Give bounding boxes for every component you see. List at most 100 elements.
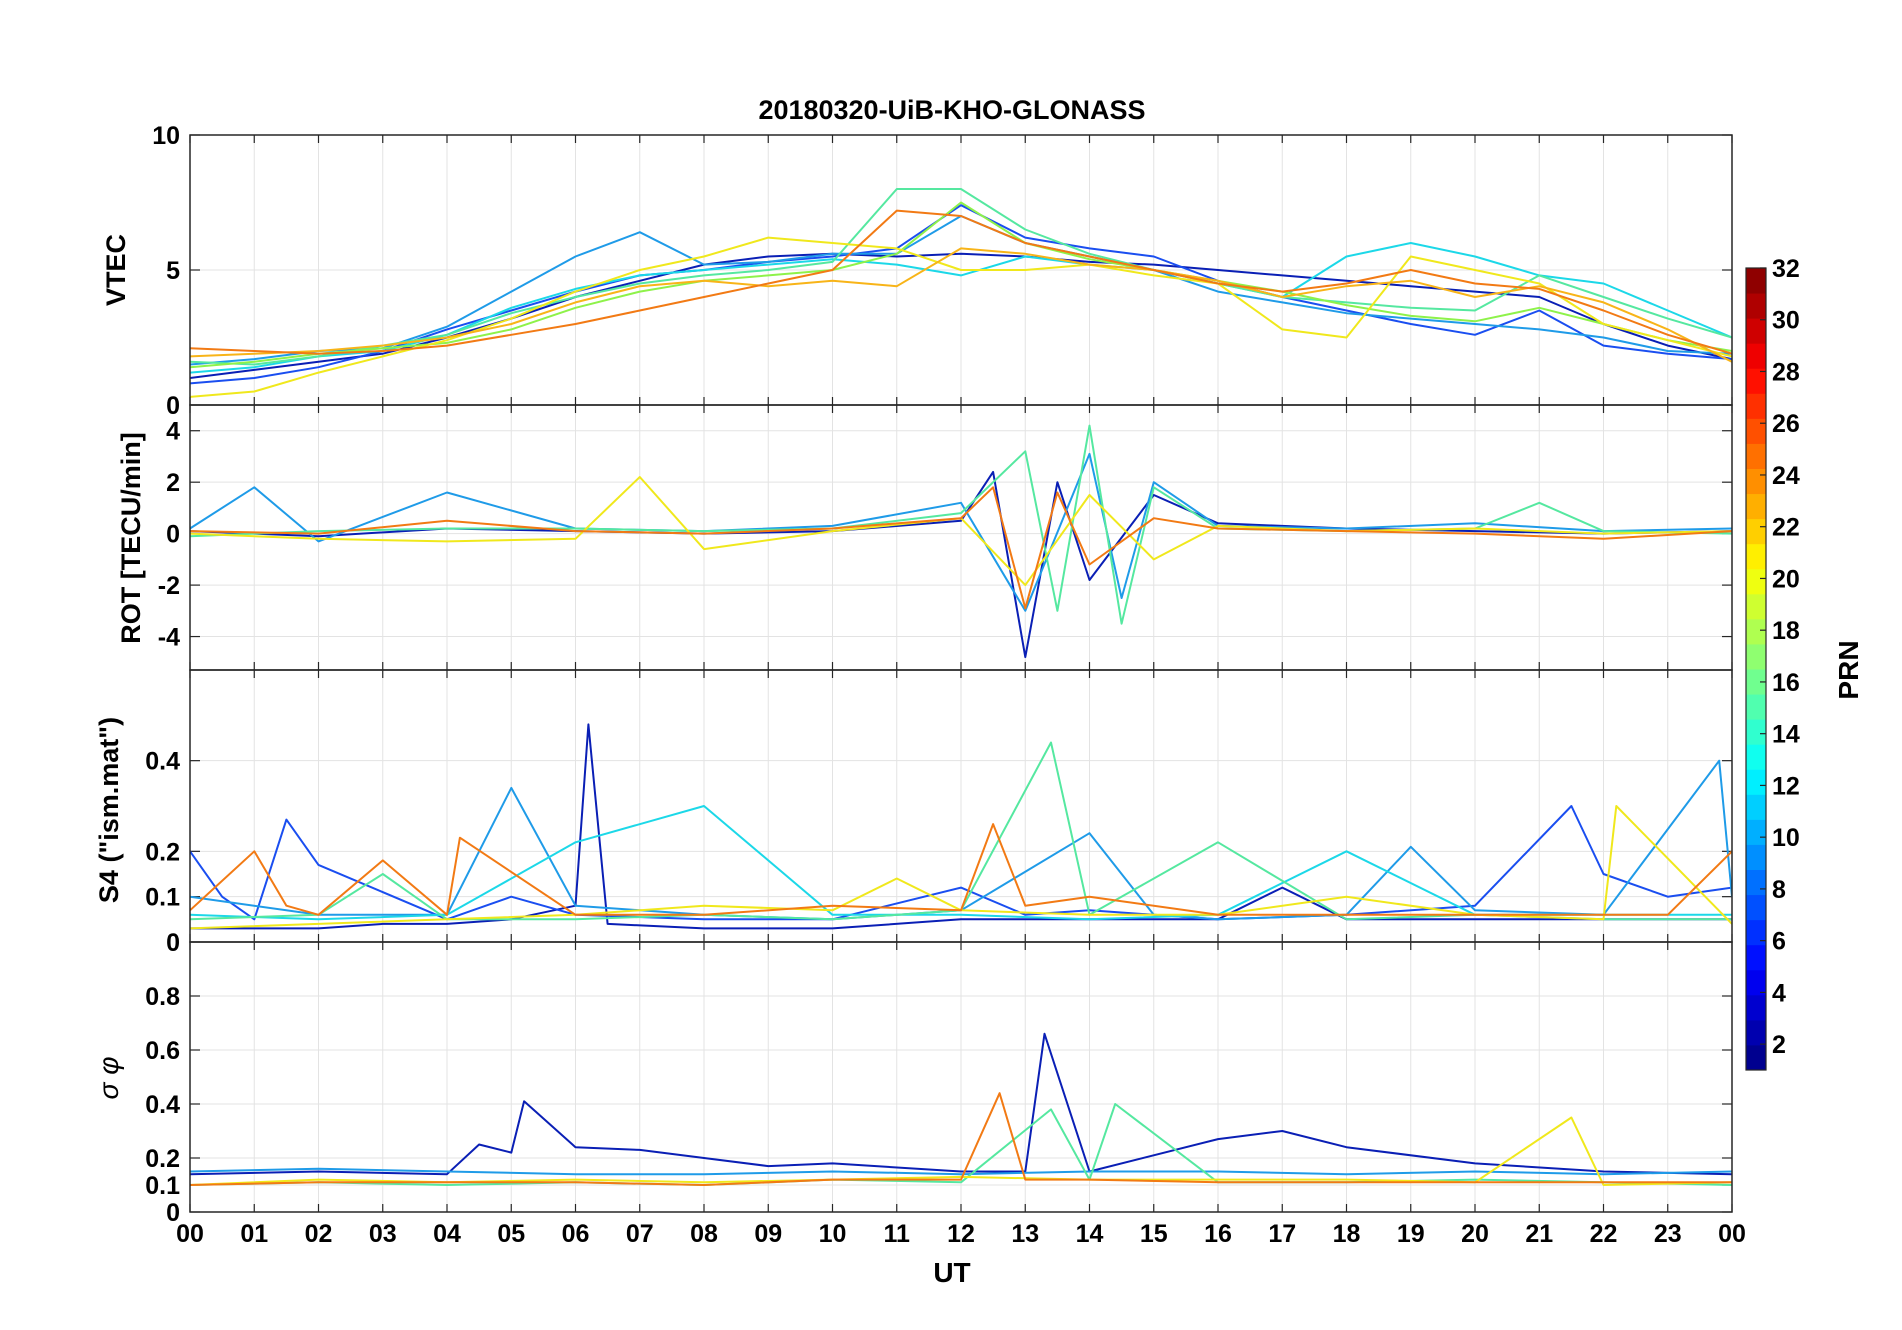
colorbar-segment: [1746, 769, 1766, 795]
y-tick-label: 5: [166, 257, 180, 285]
colorbar-tick-label: 2: [1772, 1031, 1786, 1059]
colorbar-segment: [1746, 518, 1766, 545]
panel-vtec: 0 5 10 VTEC: [101, 122, 1733, 420]
x-axis: 00 01 02 03 04 05 06 07 08 09 10 11 12 13 14 15 16 17 18 19…: [176, 1220, 1746, 1248]
colorbar-segment: [1746, 393, 1766, 419]
y-tick-label: 0.6: [145, 1037, 180, 1065]
axes-box: [189, 941, 1733, 1213]
x-tick-label: 23: [1654, 1220, 1682, 1248]
x-tick-label: 15: [1140, 1220, 1168, 1248]
colorbar-tick-label: 32: [1772, 255, 1800, 283]
x-tick-label: 10: [819, 1220, 847, 1248]
x-tick-label: 01: [240, 1220, 268, 1248]
series-line-s4-prn-24: [190, 823, 1732, 916]
chart-title: 20180320-UiB-KHO-GLONASS: [758, 95, 1145, 125]
colorbar-segment: [1746, 1044, 1766, 1071]
colorbar-segment: [1746, 994, 1766, 1021]
colorbar-segment: [1746, 744, 1766, 770]
panel-s4: 0 0.1 0.2 0.4 S4 ("ism.mat"): [94, 669, 1733, 957]
y-axis-label: ROT [TECU/min]: [116, 432, 146, 643]
x-tick-label: 14: [1076, 1220, 1104, 1248]
colorbar-label: PRN: [1833, 640, 1864, 699]
x-tick-label: 05: [497, 1220, 525, 1248]
y-tick-label: 2: [166, 469, 180, 497]
colorbar-frame: [1745, 267, 1767, 1071]
x-tick-label: 12: [947, 1220, 975, 1248]
colorbar-segment: [1746, 368, 1766, 394]
x-tick-label: 09: [754, 1220, 782, 1248]
colorbar-tick-label: 24: [1772, 462, 1800, 490]
colorbar-segment: [1746, 343, 1766, 369]
y-axis-label: S4 ("ism.mat"): [94, 717, 124, 903]
x-axis-label: UT: [933, 1257, 970, 1288]
series-group: [190, 723, 1732, 930]
colorbar-tick-label: 18: [1772, 617, 1800, 645]
series-line-vtec-prn-20: [190, 236, 1732, 398]
x-tick-label: 07: [626, 1220, 654, 1248]
colorbar-segment: [1746, 919, 1766, 946]
x-tick-label: 18: [1333, 1220, 1361, 1248]
colorbar-tick-label: 16: [1772, 669, 1800, 697]
colorbar-tick-label: 20: [1772, 565, 1800, 593]
series-group: [190, 188, 1732, 398]
x-tick-label: 19: [1397, 1220, 1425, 1248]
y-tick-label: 4: [166, 418, 180, 446]
colorbar-segment: [1746, 293, 1766, 319]
colorbar-segment: [1746, 468, 1766, 495]
series-line-s4-prn-9: [190, 759, 1732, 921]
y-tick-label: 0.4: [145, 1091, 180, 1119]
colorbar-segment: [1746, 443, 1766, 469]
x-tick-label: 03: [369, 1220, 397, 1248]
colorbar-segment: [1746, 669, 1766, 695]
colorbar-segment: [1746, 844, 1766, 870]
x-tick-label: 02: [305, 1220, 333, 1248]
y-tick-label: -2: [158, 572, 180, 600]
series-group: [190, 1032, 1732, 1186]
series-line-vtec-prn-24: [190, 209, 1732, 355]
colorbar-tick-label: 6: [1772, 928, 1786, 956]
colorbar-segment: [1746, 543, 1766, 570]
y-tick-label: 0: [166, 929, 180, 957]
colorbar-tick-label: 10: [1772, 824, 1800, 852]
colorbar-segment: [1746, 794, 1766, 820]
colorbar-tick-label: 8: [1772, 876, 1786, 904]
series-line-vtec-prn-17: [190, 201, 1732, 369]
colorbar-segment: [1746, 819, 1766, 845]
x-tick-label: 06: [562, 1220, 590, 1248]
y-tick-label: 0.1: [145, 1172, 180, 1200]
panel-rot: -4 -2 0 2 4 ROT [TECU/min]: [116, 404, 1733, 671]
colorbar-segment: [1746, 568, 1766, 595]
colorbar-tick-label: 12: [1772, 772, 1800, 800]
colorbar-segment: [1746, 318, 1766, 344]
series-line-vtec-prn-15: [190, 188, 1732, 366]
series-line-vtec-prn-22: [190, 247, 1732, 363]
colorbar-tick-label: 22: [1772, 514, 1800, 542]
x-tick-label: 21: [1525, 1220, 1553, 1248]
colorbar-segment: [1746, 618, 1766, 645]
y-tick-label: -4: [158, 624, 180, 652]
series-line-rot-prn-24: [190, 486, 1732, 610]
colorbar-segment: [1746, 593, 1766, 620]
series-line-vtec-prn-5: [190, 204, 1732, 385]
colorbar-segment: [1746, 493, 1766, 520]
x-tick-label: 13: [1011, 1220, 1039, 1248]
x-tick-label: 08: [690, 1220, 718, 1248]
series-line-sigma-prn-2: [190, 1032, 1732, 1176]
x-tick-label: 00: [1718, 1220, 1746, 1248]
colorbar-segment: [1746, 694, 1766, 720]
colorbar-segment: [1746, 719, 1766, 745]
y-tick-label: 0: [166, 1199, 180, 1227]
y-tick-label: 0.2: [145, 1145, 180, 1173]
colorbar-segment: [1746, 869, 1766, 896]
x-tick-label: 17: [1268, 1220, 1296, 1248]
x-tick-label: 20: [1461, 1220, 1489, 1248]
colorbar-tick-label: 14: [1772, 721, 1800, 749]
x-tick-label: 11: [884, 1220, 911, 1248]
series-line-sigma-prn-9: [190, 1167, 1732, 1176]
series-line-rot-prn-9: [190, 452, 1732, 612]
series-line-sigma-prn-24: [190, 1092, 1732, 1186]
